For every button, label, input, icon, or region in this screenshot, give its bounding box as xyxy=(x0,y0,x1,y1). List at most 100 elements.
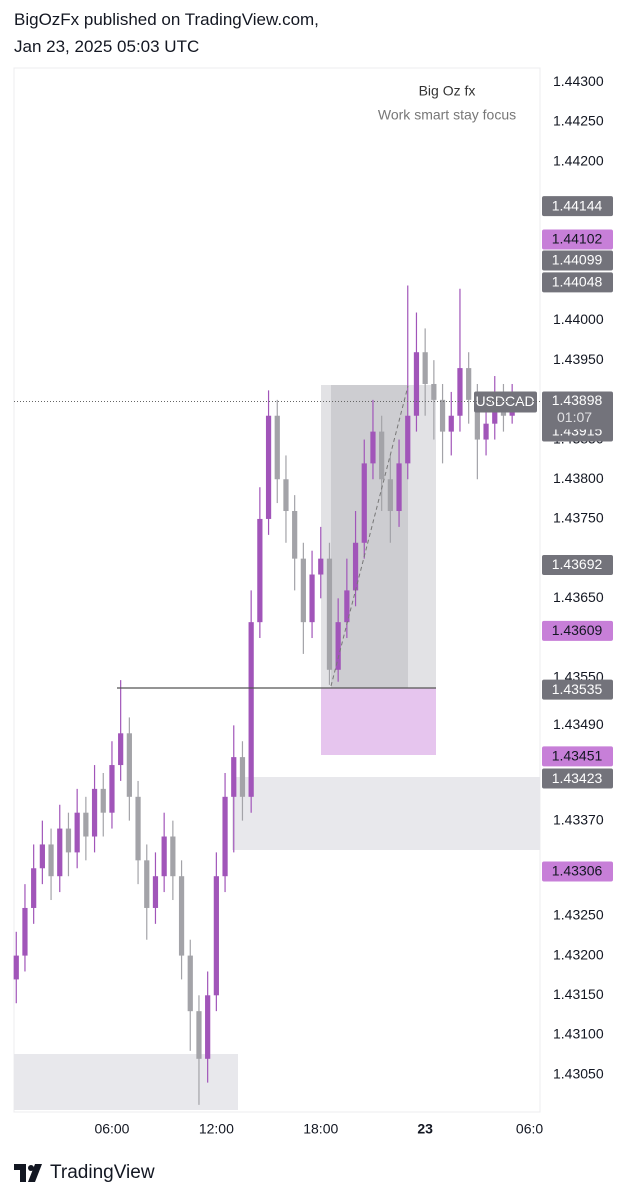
candle-body xyxy=(335,622,341,670)
candle-body xyxy=(257,518,263,623)
candle-body xyxy=(91,788,98,837)
x-tick-label: 06:00 xyxy=(94,1121,129,1137)
price-label-box xyxy=(542,196,613,217)
candle-body xyxy=(48,844,54,877)
price-label-box xyxy=(542,250,613,271)
candle-body xyxy=(344,590,350,623)
candle-body xyxy=(118,733,124,766)
candle-body xyxy=(292,511,298,559)
footer: TradingView xyxy=(14,1162,155,1184)
candle-body xyxy=(283,479,289,512)
candle-body xyxy=(109,765,115,813)
plot-area xyxy=(13,67,541,1113)
candle-body xyxy=(474,399,480,440)
candle-body xyxy=(144,860,150,908)
y-tick-label: 1.43950 xyxy=(553,351,604,367)
price-label-box xyxy=(542,229,613,250)
countdown-label: 01:07 xyxy=(557,409,592,425)
symbol-label: USDCAD xyxy=(475,393,534,409)
candle-body xyxy=(100,788,106,813)
price-label: 1.44099 xyxy=(552,252,603,268)
price-label: 1.43306 xyxy=(552,863,603,879)
candle-body xyxy=(13,955,19,980)
chart: Big Oz fx Work smart stay focus 1.44300 1… xyxy=(13,67,613,1137)
candle-body xyxy=(352,542,359,591)
price-label: 1.43535 xyxy=(552,681,603,697)
candle-body xyxy=(239,757,246,797)
y-tick-label: 1.43800 xyxy=(553,470,604,486)
y-tick-label: 1.44000 xyxy=(553,311,604,327)
price-label-box xyxy=(542,768,613,789)
x-tick-label: 06:0 xyxy=(516,1121,543,1137)
candle-body xyxy=(422,352,428,384)
y-tick-label: 1.44250 xyxy=(553,113,604,129)
annotation: Work smart stay focus xyxy=(378,107,516,123)
candle-body xyxy=(457,368,463,416)
price-label: 1.43451 xyxy=(552,748,603,764)
candle-body xyxy=(196,1011,202,1059)
y-tick-label: 1.43650 xyxy=(553,589,604,605)
candle-body xyxy=(231,757,237,797)
y-tick-label: 1.43100 xyxy=(553,1026,604,1042)
header-line: BigOzFx published on TradingView.com, xyxy=(14,10,319,29)
candle-body xyxy=(413,352,420,416)
price-label-box xyxy=(542,679,613,700)
candle-body xyxy=(161,836,167,877)
price-label-box xyxy=(542,620,613,641)
x-tick-label: 12:00 xyxy=(199,1121,234,1137)
zone xyxy=(14,1054,238,1110)
y-tick-label: 1.43250 xyxy=(553,907,604,923)
candle-body xyxy=(205,995,211,1059)
candle-body xyxy=(74,812,80,853)
y-tick-label: 1.43200 xyxy=(553,946,604,962)
candle-body xyxy=(431,383,437,400)
price-label: 1.43423 xyxy=(552,770,603,786)
candle-body xyxy=(57,828,63,877)
candle-body xyxy=(309,574,315,623)
candle-body xyxy=(326,558,333,670)
candle-body xyxy=(483,423,489,440)
candle-body xyxy=(65,828,72,853)
candle-body xyxy=(222,796,228,877)
annotation: Big Oz fx xyxy=(419,83,476,99)
candle-body xyxy=(187,955,193,1012)
candle-body xyxy=(300,558,306,623)
candle-body xyxy=(387,479,393,512)
price-label: 1.43609 xyxy=(552,622,603,638)
price-label-box xyxy=(542,554,613,575)
x-tick-label: 18:00 xyxy=(303,1121,338,1137)
candles xyxy=(13,285,515,1105)
price-label-box xyxy=(542,746,613,767)
candle-body xyxy=(405,415,411,464)
price-label: 1.44144 xyxy=(552,197,603,213)
candle-body xyxy=(152,876,159,908)
y-tick-label: 1.43150 xyxy=(553,986,604,1002)
price-axis: 1.44300 1.44250 1.44200 1.44000 1.43950 1.438… xyxy=(474,73,613,1081)
candle-body xyxy=(22,907,28,956)
price-label: 1.44102 xyxy=(552,231,603,247)
candle-body xyxy=(248,622,254,797)
price-label: 1.44048 xyxy=(552,274,603,290)
candle-body xyxy=(178,876,185,956)
y-tick-label: 1.43490 xyxy=(553,716,604,732)
candle-body xyxy=(396,463,402,512)
zone xyxy=(232,777,540,850)
candle-body xyxy=(213,876,219,996)
logo xyxy=(14,1164,42,1182)
price-label-box xyxy=(542,861,613,882)
last-price-box xyxy=(542,391,613,430)
candle-body xyxy=(370,431,376,464)
candle-body xyxy=(126,733,132,797)
candle-body xyxy=(318,558,324,575)
candle-body xyxy=(83,812,89,837)
path-line xyxy=(330,385,409,687)
y-tick-label: 1.43370 xyxy=(553,811,604,827)
candle-body xyxy=(135,796,141,861)
candle-body xyxy=(39,844,45,869)
symbol-box xyxy=(474,391,537,413)
price-label: 1.43692 xyxy=(552,556,603,572)
candle-body xyxy=(361,463,367,543)
y-tick-label: 1.44300 xyxy=(553,73,604,89)
candle-body xyxy=(274,415,280,480)
